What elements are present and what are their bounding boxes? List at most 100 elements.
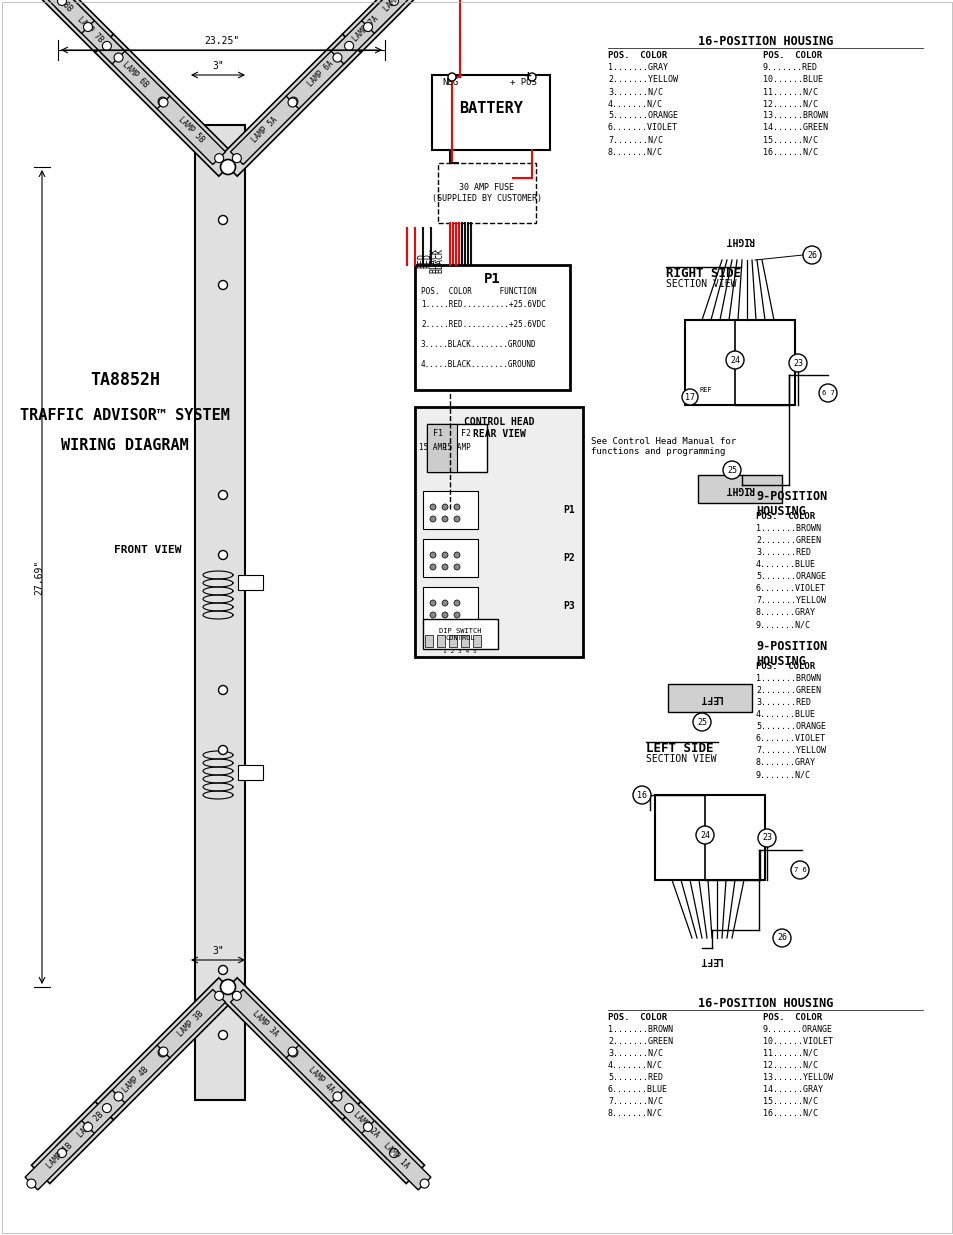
Text: LEFT SIDE: LEFT SIDE xyxy=(645,742,713,755)
Text: 24: 24 xyxy=(729,356,740,364)
Text: LAMP 4A: LAMP 4A xyxy=(306,1065,335,1094)
Text: RIGHT SIDE: RIGHT SIDE xyxy=(665,267,740,280)
Text: 12......N/C: 12......N/C xyxy=(762,99,817,107)
Bar xyxy=(427,424,456,472)
Circle shape xyxy=(289,98,297,106)
Bar xyxy=(424,635,433,647)
Text: 5.......ORANGE: 5.......ORANGE xyxy=(755,722,825,731)
Text: 3": 3" xyxy=(212,946,224,956)
Text: NEG: NEG xyxy=(441,78,457,86)
Text: 23: 23 xyxy=(761,834,771,842)
Circle shape xyxy=(430,600,436,606)
Circle shape xyxy=(102,42,112,51)
Text: 8.......GRAY: 8.......GRAY xyxy=(755,608,815,618)
Text: 1 2 3 4 5: 1 2 3 4 5 xyxy=(442,650,476,655)
Text: LAMP 5B: LAMP 5B xyxy=(176,115,205,144)
Circle shape xyxy=(333,1092,341,1100)
Circle shape xyxy=(430,504,436,510)
Text: FRONT VIEW: FRONT VIEW xyxy=(114,545,182,555)
Text: LEFT: LEFT xyxy=(698,693,721,703)
Text: LAMP 2A: LAMP 2A xyxy=(351,1110,380,1140)
Circle shape xyxy=(430,552,436,558)
Text: 2.....RED..........+25.6VDC: 2.....RED..........+25.6VDC xyxy=(420,320,545,329)
Text: 3.......RED: 3.......RED xyxy=(755,698,810,706)
Text: P3: P3 xyxy=(562,601,575,611)
Polygon shape xyxy=(286,1045,355,1114)
Text: LAMP 1B: LAMP 1B xyxy=(45,1141,74,1170)
Text: 1.......GRAY: 1.......GRAY xyxy=(607,63,667,72)
Text: 1.......BROWN: 1.......BROWN xyxy=(607,1025,672,1034)
Text: 15 AMP: 15 AMP xyxy=(442,442,471,452)
Polygon shape xyxy=(95,978,237,1120)
Circle shape xyxy=(218,966,227,974)
Circle shape xyxy=(454,613,459,618)
Bar xyxy=(460,635,469,647)
Text: 10......BLUE: 10......BLUE xyxy=(762,75,822,84)
Text: TA8852H: TA8852H xyxy=(90,370,160,389)
Circle shape xyxy=(448,73,456,82)
Circle shape xyxy=(333,53,341,62)
Polygon shape xyxy=(231,989,299,1058)
Circle shape xyxy=(218,551,227,559)
Text: 6.......BLUE: 6.......BLUE xyxy=(607,1086,667,1094)
Text: 4.......N/C: 4.......N/C xyxy=(607,1061,662,1070)
Circle shape xyxy=(114,53,123,62)
Text: 9.......ORANGE: 9.......ORANGE xyxy=(762,1025,832,1034)
Circle shape xyxy=(84,1123,92,1131)
Text: BATTERY: BATTERY xyxy=(458,100,522,116)
Circle shape xyxy=(233,153,241,163)
Circle shape xyxy=(722,461,740,479)
Text: 24: 24 xyxy=(700,830,709,840)
Polygon shape xyxy=(100,40,170,109)
Circle shape xyxy=(114,1092,123,1100)
Circle shape xyxy=(363,1123,372,1131)
Text: 2.......YELLOW: 2.......YELLOW xyxy=(607,75,678,84)
Circle shape xyxy=(159,1047,168,1056)
Bar xyxy=(237,764,263,781)
Text: 6.......VIOLET: 6.......VIOLET xyxy=(755,734,825,743)
Text: 8.......GRAY: 8.......GRAY xyxy=(755,758,815,767)
Text: WIRING DIAGRAM: WIRING DIAGRAM xyxy=(61,437,189,452)
Polygon shape xyxy=(361,1120,431,1191)
Bar xyxy=(427,424,486,472)
Text: P1: P1 xyxy=(483,272,500,287)
Polygon shape xyxy=(55,1091,125,1160)
Circle shape xyxy=(758,829,775,847)
Circle shape xyxy=(218,1030,227,1040)
Circle shape xyxy=(441,600,448,606)
Text: P1: P1 xyxy=(562,505,575,515)
Circle shape xyxy=(454,600,459,606)
Circle shape xyxy=(419,1179,429,1188)
Circle shape xyxy=(218,280,227,289)
Polygon shape xyxy=(286,40,355,109)
Polygon shape xyxy=(342,0,424,52)
Circle shape xyxy=(214,992,223,1000)
Circle shape xyxy=(57,1149,67,1157)
Bar xyxy=(415,408,582,657)
Polygon shape xyxy=(342,1102,424,1183)
Text: POS.  COLOR: POS. COLOR xyxy=(607,1013,666,1023)
Circle shape xyxy=(389,1149,398,1157)
Circle shape xyxy=(218,685,227,694)
Text: 15......N/C: 15......N/C xyxy=(762,1097,817,1107)
Circle shape xyxy=(344,42,354,51)
Text: P2: P2 xyxy=(562,553,575,563)
Text: 6.......VIOLET: 6.......VIOLET xyxy=(755,584,825,593)
Text: 9.......N/C: 9.......N/C xyxy=(755,769,810,779)
Text: 16-POSITION HOUSING: 16-POSITION HOUSING xyxy=(698,997,833,1010)
Circle shape xyxy=(102,1104,112,1113)
Bar xyxy=(473,635,480,647)
Text: LAMP 6B: LAMP 6B xyxy=(120,59,150,89)
Text: F2: F2 xyxy=(460,429,471,438)
Text: LAMP 3A: LAMP 3A xyxy=(251,1009,279,1039)
Circle shape xyxy=(220,159,235,174)
Text: 9-POSITION
HOUSING: 9-POSITION HOUSING xyxy=(755,640,826,668)
Text: 30 AMP FUSE
(SUPPLIED BY CUSTOMER): 30 AMP FUSE (SUPPLIED BY CUSTOMER) xyxy=(432,183,541,203)
Text: LAMP 3B: LAMP 3B xyxy=(176,1009,205,1039)
Circle shape xyxy=(818,384,836,403)
Text: LAMP 7A: LAMP 7A xyxy=(351,15,380,44)
Text: RIGHT: RIGHT xyxy=(724,235,754,245)
Circle shape xyxy=(220,979,235,994)
Circle shape xyxy=(214,153,223,163)
Circle shape xyxy=(692,713,710,731)
